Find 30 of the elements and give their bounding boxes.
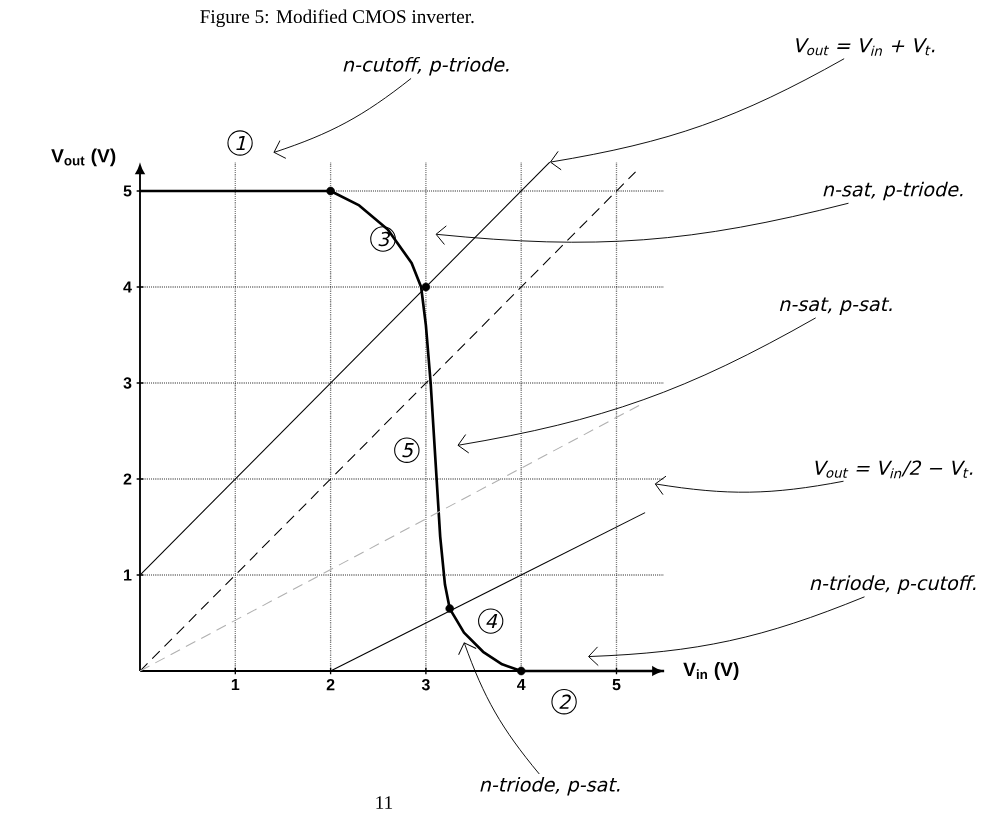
point [326, 186, 335, 196]
y-axis-title: V$_{out}$ (V) [51, 148, 116, 167]
text: 2 [559, 694, 571, 709]
text: 11 [376, 796, 393, 809]
y-tick-label: 2 [123, 473, 132, 485]
text: 1 [236, 136, 245, 151]
text: n-cutoff, p-triode. [343, 56, 509, 76]
point [421, 282, 431, 292]
annotation: 3 [378, 231, 391, 247]
x-tick-label: 5 [612, 679, 621, 691]
text: V$_{out}$ = V$_{in}$ + V$_{t}$. [796, 38, 935, 56]
x-tick-label: 1 [231, 679, 240, 691]
y-tick-label: 5 [123, 185, 132, 197]
text: n-triode, p-cutoff. [810, 575, 976, 594]
point [445, 604, 454, 613]
annotation: 5 [402, 443, 414, 458]
annotation: 4 [486, 614, 498, 629]
text: V$_{out}$ = V$_{in}$/2 − V$_{t}$. [815, 460, 973, 479]
chart-title: Figure 5: Modified CMOS inverter. [200, 9, 474, 28]
text: n-triode, p-sat. [480, 776, 620, 796]
point [516, 666, 526, 676]
y-tick-label: 4 [123, 281, 132, 293]
x-tick-label: 2 [326, 679, 335, 691]
text: n-sat, p-sat. [779, 297, 892, 315]
y-tick-label: 3 [123, 377, 132, 389]
x-tick-label: 3 [421, 679, 430, 691]
text: n-sat, p-triode. [823, 181, 963, 201]
x-axis-title: V$_{in}$ (V) [683, 662, 739, 680]
y-tick-label: 1 [124, 569, 132, 581]
x-tick-label: 4 [517, 679, 526, 691]
